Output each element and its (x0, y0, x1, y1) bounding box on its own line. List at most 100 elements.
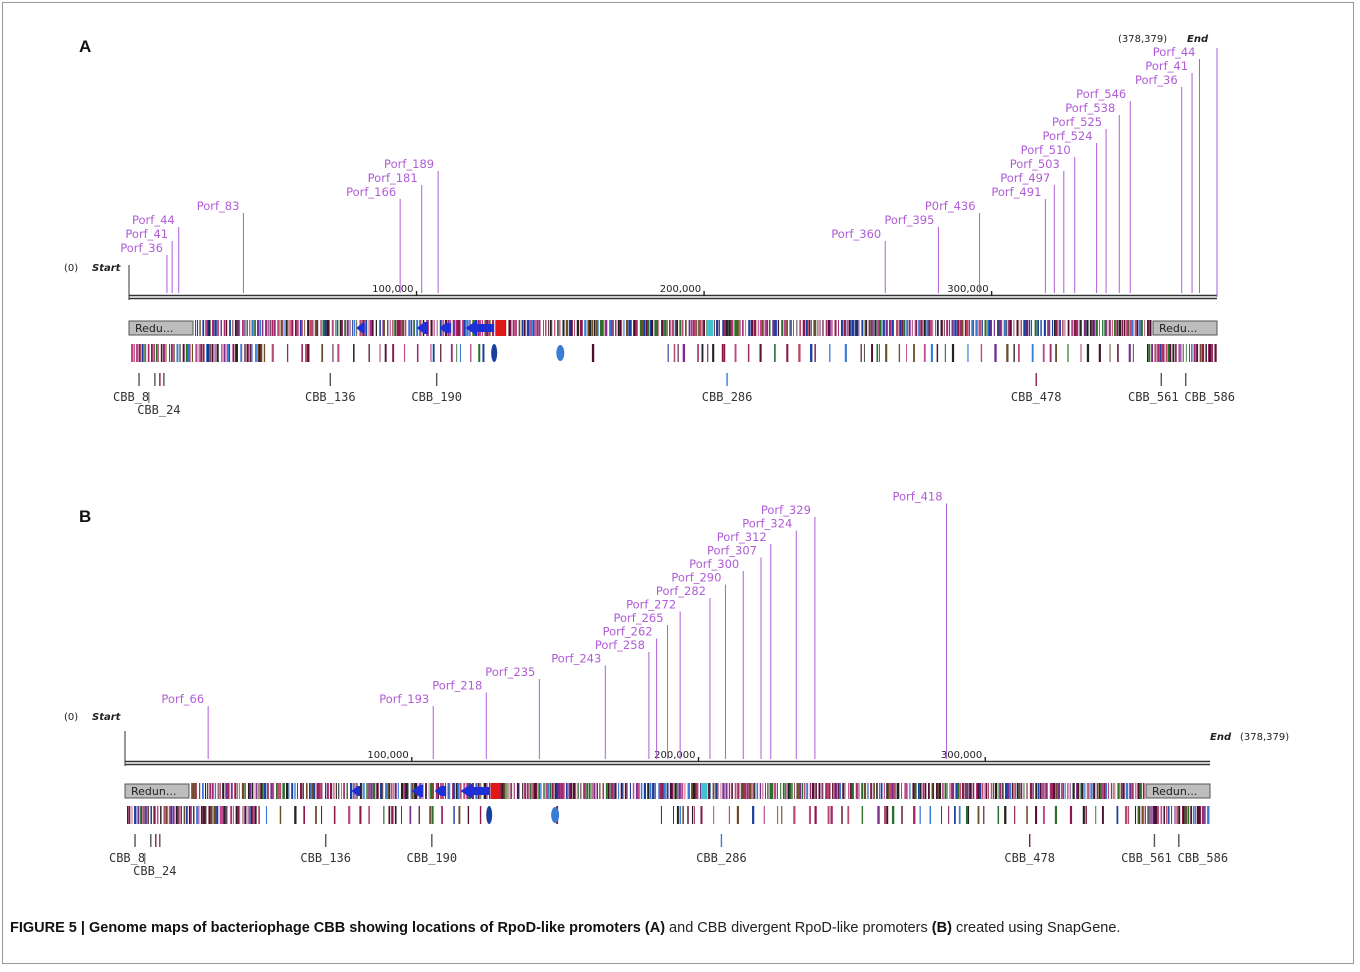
gene-feature (765, 783, 766, 799)
gene-feature (410, 783, 413, 799)
gene-feature (223, 344, 226, 362)
gene-feature (402, 783, 404, 799)
gene-feature (288, 783, 290, 799)
gene-feature (1095, 806, 1097, 824)
gene-feature (455, 783, 458, 799)
gene-feature (1055, 320, 1058, 336)
gene-feature (138, 344, 141, 362)
gene-feature (239, 806, 241, 824)
gene-feature (1009, 783, 1012, 799)
gene-feature (676, 806, 679, 824)
gene-feature (280, 320, 284, 336)
panel-label-a: A (79, 37, 92, 56)
gene-feature (628, 320, 631, 336)
gene-feature (458, 806, 461, 824)
gene-feature (224, 806, 226, 824)
caption-panel-a: (A) (644, 920, 666, 936)
gene-feature (248, 806, 251, 824)
gene-feature (538, 783, 541, 799)
gene-feature (1112, 783, 1114, 799)
gene-feature (762, 783, 764, 799)
gene-feature (241, 783, 245, 799)
gene-feature (333, 783, 335, 799)
gene-feature (291, 783, 294, 799)
gene-feature (641, 320, 644, 336)
gene-feature (948, 320, 951, 336)
gene-feature (609, 320, 612, 336)
gene-feature (1074, 320, 1076, 336)
gene-feature (202, 806, 206, 824)
gene-feature (144, 344, 146, 362)
gene-feature (1182, 344, 1184, 362)
gene-feature (239, 783, 240, 799)
gene-feature (335, 783, 337, 799)
gene-feature (1086, 783, 1088, 799)
gene-feature (235, 344, 238, 362)
gene-feature (127, 806, 129, 824)
gene-feature (160, 344, 163, 362)
gene-feature (932, 320, 934, 336)
gene-feature (856, 320, 858, 336)
cbb-marker-label: CBB_136 (300, 851, 351, 865)
gene-feature (952, 783, 955, 799)
gene-feature (482, 344, 485, 362)
gene-feature (407, 783, 409, 799)
gene-feature (597, 320, 599, 336)
gene-feature (459, 344, 462, 362)
gene-feature (652, 783, 655, 799)
gene-feature (712, 783, 715, 799)
gene-feature (510, 783, 513, 799)
gene-feature (1005, 783, 1008, 799)
gene-feature (321, 783, 323, 799)
start-label: Start (92, 263, 122, 274)
gene-feature (1040, 320, 1042, 336)
gene-feature (663, 783, 666, 799)
gene-feature (834, 320, 837, 336)
gene-feature (803, 783, 806, 799)
gene-feature (781, 320, 784, 336)
gene-feature (1018, 320, 1020, 336)
cbb-marker-label: CBB_24 (133, 864, 176, 878)
gene-feature (574, 783, 577, 799)
gene-feature (734, 344, 737, 362)
gene-feature (692, 783, 696, 799)
gene-feature (876, 320, 878, 336)
gene-feature (767, 783, 769, 799)
gene-feature (244, 320, 246, 336)
gene-feature (187, 344, 190, 362)
gene-feature (742, 783, 745, 799)
gene-feature (191, 344, 194, 362)
gene-feature (432, 344, 435, 362)
scale-tick-label: 300,000 (941, 750, 982, 761)
gene-feature (225, 320, 228, 336)
gene-feature (404, 783, 406, 799)
gene-feature (863, 783, 867, 799)
gene-feature (308, 320, 310, 336)
genome-maps: (0) Start (378,379) End 100,000 200,000 300,00… (64, 34, 1289, 878)
gene-feature (817, 320, 819, 336)
gene-feature (379, 320, 381, 336)
gene-feature (463, 320, 467, 336)
gene-feature (217, 320, 219, 336)
gene-feature (1120, 783, 1123, 799)
gene-feature (593, 783, 596, 799)
gene-feature (774, 344, 776, 362)
gene-feature (885, 320, 888, 336)
gene-feature (955, 783, 958, 799)
redundant-region-box (128, 320, 194, 336)
gene-feature (372, 320, 374, 336)
gene-feature (978, 320, 981, 336)
gene-feature (903, 320, 906, 336)
gene-feature (185, 806, 188, 824)
gene-feature (870, 783, 873, 799)
gene-feature (771, 783, 774, 799)
gene-feature (296, 320, 299, 336)
gene-feature (679, 806, 681, 824)
gene-feature (884, 806, 887, 824)
gene-feature (524, 783, 527, 799)
gene-feature (929, 320, 933, 336)
gene-feature (232, 344, 235, 362)
gene-feature (1124, 806, 1128, 824)
gene-feature (993, 320, 995, 336)
